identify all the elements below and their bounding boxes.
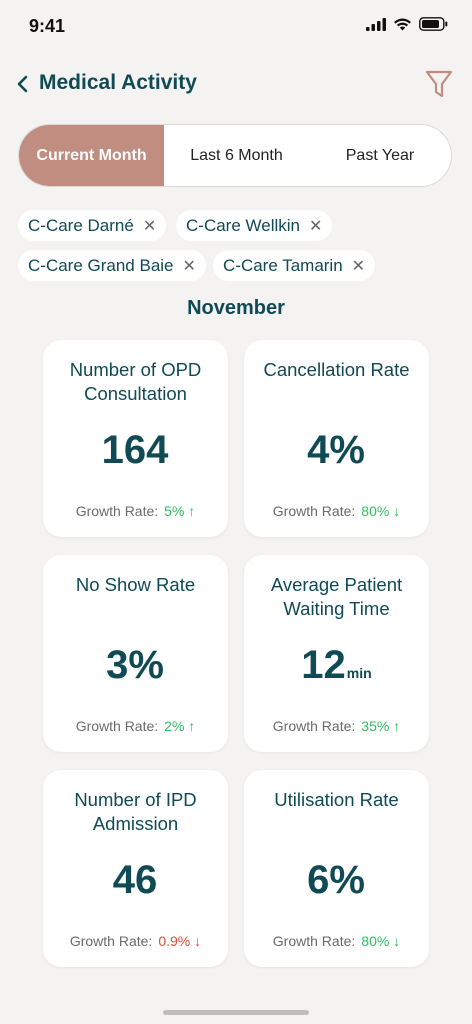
metric-value: 46 xyxy=(112,858,158,902)
metric-card-cancellation-rate[interactable]: Cancellation Rate 4% Growth Rate: 80% ↓ xyxy=(244,340,429,537)
metric-title: No Show Rate xyxy=(75,574,196,595)
arrow-down-icon: ↓ xyxy=(393,933,401,949)
month-heading: November xyxy=(187,297,285,319)
metric-value: 3% xyxy=(106,643,164,687)
status-time: 9:41 xyxy=(29,16,66,36)
tab-last-6-month[interactable]: Last 6 Month xyxy=(190,146,283,164)
metric-title: Number of IPD Admission xyxy=(74,789,197,834)
metric-title: Utilisation Rate xyxy=(274,789,399,810)
growth-rate: Growth Rate: 80% ↓ xyxy=(244,503,429,519)
growth-rate: Growth Rate: 2% ↑ xyxy=(43,718,228,734)
metric-title: Average Patient Waiting Time xyxy=(270,574,403,619)
filter-chip-label: C-Care Tamarin xyxy=(223,255,343,275)
arrow-up-icon: ↑ xyxy=(393,718,401,734)
tab-past-year[interactable]: Past Year xyxy=(345,146,415,164)
growth-rate: Growth Rate: 0.9% ↓ xyxy=(43,933,228,949)
filter-chip[interactable]: C-Care Grand Baie ✕ xyxy=(18,250,206,281)
metric-card-utilisation-rate[interactable]: Utilisation Rate 6% Growth Rate: 80% ↓ xyxy=(244,770,429,967)
filter-chip-label: C-Care Wellkin xyxy=(186,215,300,235)
filter-chip[interactable]: C-Care Darné ✕ xyxy=(18,210,167,241)
growth-rate: Growth Rate: 35% ↑ xyxy=(244,718,429,734)
growth-value: 80% ↓ xyxy=(361,933,401,949)
metric-title: Number of OPD Consultation xyxy=(69,359,202,404)
growth-rate: Growth Rate: 80% ↓ xyxy=(244,933,429,949)
filter-icon[interactable] xyxy=(424,66,454,100)
status-bar: 9:41 xyxy=(0,0,472,56)
filter-chip[interactable]: C-Care Tamarin ✕ xyxy=(213,250,376,281)
arrow-up-icon: ↑ xyxy=(188,718,196,734)
growth-value: 35% ↑ xyxy=(361,718,401,734)
page-title: Medical Activity xyxy=(39,71,197,94)
growth-label: Growth Rate: xyxy=(272,718,356,734)
metric-card-no-show-rate[interactable]: No Show Rate 3% Growth Rate: 2% ↑ xyxy=(43,555,228,752)
metric-value: 4% xyxy=(307,428,365,472)
metric-card-ipd-admission[interactable]: Number of IPD Admission 46 Growth Rate: 0… xyxy=(43,770,228,967)
remove-filter-icon[interactable]: ✕ xyxy=(142,217,157,235)
metric-value: 6% xyxy=(307,858,365,902)
remove-filter-icon[interactable]: ✕ xyxy=(309,217,323,235)
growth-value: 2% ↑ xyxy=(164,718,196,734)
metric-value: 12min xyxy=(301,643,372,687)
filter-chip-label: C-Care Darné xyxy=(28,215,134,235)
growth-label: Growth Rate: xyxy=(272,933,356,949)
period-selector: Current Month Last 6 Month Past Year xyxy=(18,124,452,187)
filter-chip[interactable]: C-Care Wellkin ✕ xyxy=(176,210,333,241)
wifi-icon xyxy=(394,18,411,31)
tab-current-month[interactable]: Current Month xyxy=(19,125,164,186)
arrow-down-icon: ↓ xyxy=(194,933,202,949)
back-icon[interactable] xyxy=(14,70,34,98)
growth-value: 80% ↓ xyxy=(361,503,401,519)
remove-filter-icon[interactable]: ✕ xyxy=(351,257,366,275)
growth-label: Growth Rate: xyxy=(272,503,356,519)
growth-label: Growth Rate: xyxy=(69,933,153,949)
growth-label: Growth Rate: xyxy=(75,718,159,734)
arrow-down-icon: ↓ xyxy=(393,503,401,519)
filter-chip-label: C-Care Grand Baie xyxy=(28,255,174,275)
metric-value: 164 xyxy=(101,428,169,472)
growth-value: 5% ↑ xyxy=(164,503,196,519)
remove-filter-icon[interactable]: ✕ xyxy=(182,257,196,275)
battery-icon xyxy=(419,17,448,31)
signal-icon xyxy=(366,17,386,31)
metric-card-waiting-time[interactable]: Average Patient Waiting Time 12min Growt… xyxy=(244,555,429,752)
growth-label: Growth Rate: xyxy=(75,503,159,519)
growth-rate: Growth Rate: 5% ↑ xyxy=(43,503,228,519)
app-header: Medical Activity xyxy=(0,62,472,106)
metric-title: Cancellation Rate xyxy=(263,359,410,380)
arrow-up-icon: ↑ xyxy=(188,503,196,519)
growth-value: 0.9% ↓ xyxy=(158,933,202,949)
system-icons xyxy=(366,17,448,31)
home-indicator xyxy=(163,1010,309,1015)
metric-card-opd-consultation[interactable]: Number of OPD Consultation 164 Growth Ra… xyxy=(43,340,228,537)
